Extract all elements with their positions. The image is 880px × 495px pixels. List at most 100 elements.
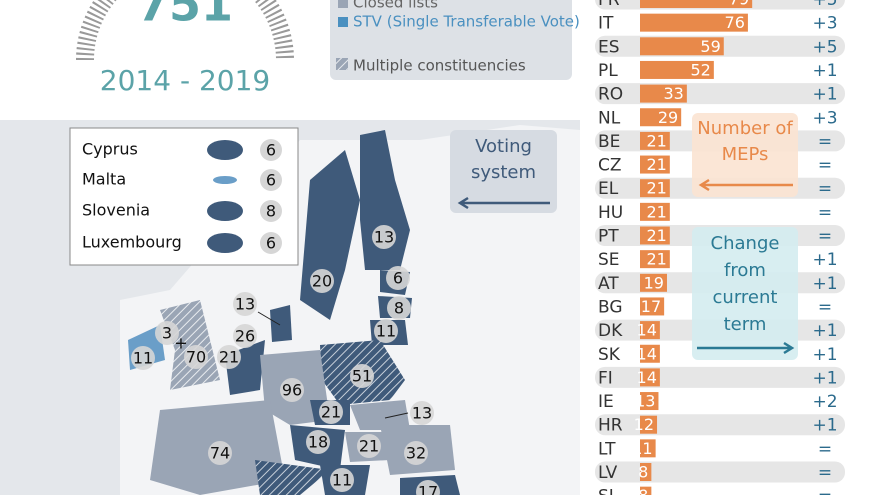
state-seats: 6 — [266, 171, 276, 190]
badge — [233, 324, 257, 348]
badge — [155, 321, 179, 345]
note-box — [692, 113, 798, 197]
note-text: Number of MEPs — [697, 118, 793, 165]
badge — [217, 345, 241, 369]
change-label: +1 — [812, 61, 837, 81]
parliament-icon — [76, 0, 294, 61]
map-label: 11 — [376, 322, 396, 341]
category-label: HU — [598, 203, 623, 223]
map-label: 6 — [393, 269, 403, 288]
category-label: BE — [598, 132, 620, 152]
category-label: ES — [598, 37, 620, 57]
change-label: = — [818, 463, 832, 483]
category-label: FR — [598, 0, 620, 10]
badge — [280, 378, 304, 402]
change-label: +1 — [812, 274, 837, 294]
category-label: HR — [598, 416, 623, 436]
value-label: 59 — [700, 37, 720, 56]
change-label: = — [818, 156, 832, 176]
legend-label: Multiple constituencies — [353, 57, 526, 75]
category-label: CZ — [598, 156, 622, 176]
change-label: = — [818, 203, 832, 223]
map-label: 51 — [352, 367, 372, 386]
row-band — [595, 83, 845, 105]
map-label: + — [174, 334, 187, 353]
map-label: 21 — [359, 437, 379, 456]
category-label: SE — [598, 250, 620, 270]
category-label: BG — [598, 297, 623, 317]
bar — [640, 297, 665, 316]
bar — [640, 37, 724, 56]
badge — [260, 139, 282, 161]
state-seats: 8 — [266, 202, 276, 221]
map-label: 96 — [282, 381, 302, 400]
map-label: 13 — [374, 228, 394, 247]
bar — [640, 60, 714, 79]
category-label: PL — [598, 61, 618, 81]
note-text: Voting system — [470, 136, 537, 183]
state-shape — [207, 140, 243, 160]
badge — [208, 441, 232, 465]
legend-swatch — [338, 0, 348, 8]
change-label: +5 — [812, 37, 837, 57]
badge — [310, 269, 334, 293]
badge — [319, 400, 343, 424]
note-box — [450, 130, 557, 213]
badge — [330, 468, 354, 492]
legend-label: Closed lists — [353, 0, 438, 12]
map-label: 3 — [162, 324, 172, 343]
value-label: 11 — [632, 439, 652, 458]
badge — [416, 480, 440, 495]
category-label: FI — [598, 368, 613, 388]
state-shape — [213, 176, 237, 184]
badge — [386, 266, 410, 290]
value-label: 21 — [646, 179, 666, 198]
leader — [257, 311, 281, 326]
change-label: = — [818, 439, 832, 459]
map-label: 32 — [406, 444, 426, 463]
bar — [640, 250, 670, 269]
badge — [260, 169, 282, 191]
small-states-box — [69, 127, 299, 266]
category-label: SI — [598, 487, 614, 495]
value-label: 29 — [658, 108, 678, 127]
badge — [306, 430, 330, 454]
note: Voting system — [470, 136, 537, 183]
value-label: 21 — [646, 155, 666, 174]
value-label: 79 — [729, 0, 749, 9]
category-label: DK — [598, 321, 623, 341]
state-name: Malta — [82, 170, 126, 189]
map-label: 13 — [412, 404, 432, 423]
bar — [640, 463, 652, 481]
value-label: 76 — [725, 13, 745, 32]
change-label: +3 — [812, 14, 837, 34]
note-box — [692, 227, 798, 360]
state-shape — [207, 201, 243, 221]
map-label: 70 — [186, 348, 206, 367]
bar — [640, 226, 670, 245]
bar — [640, 392, 659, 411]
legend-swatch — [338, 17, 348, 27]
bar — [640, 13, 748, 32]
change-label: +1 — [812, 85, 837, 105]
map-label: 8 — [394, 299, 404, 318]
arrow — [697, 341, 795, 355]
value-label: 52 — [690, 60, 710, 79]
map-label: 21 — [321, 403, 341, 422]
badge — [131, 346, 155, 370]
change-label: = — [818, 132, 832, 152]
value-label: 13 — [635, 392, 655, 411]
map-label: 26 — [235, 327, 255, 346]
state-name: Slovenia — [82, 201, 150, 220]
badge — [387, 296, 411, 320]
bar — [640, 108, 682, 127]
value-label: 8 — [638, 486, 648, 495]
bar — [640, 368, 660, 387]
value-label: 21 — [646, 202, 666, 221]
change-label: +5 — [812, 0, 837, 10]
value-label: 21 — [646, 250, 666, 269]
value-label: 14 — [637, 368, 657, 387]
badge — [350, 364, 374, 388]
change-label: +1 — [812, 368, 837, 388]
category-label: EL — [598, 179, 619, 199]
